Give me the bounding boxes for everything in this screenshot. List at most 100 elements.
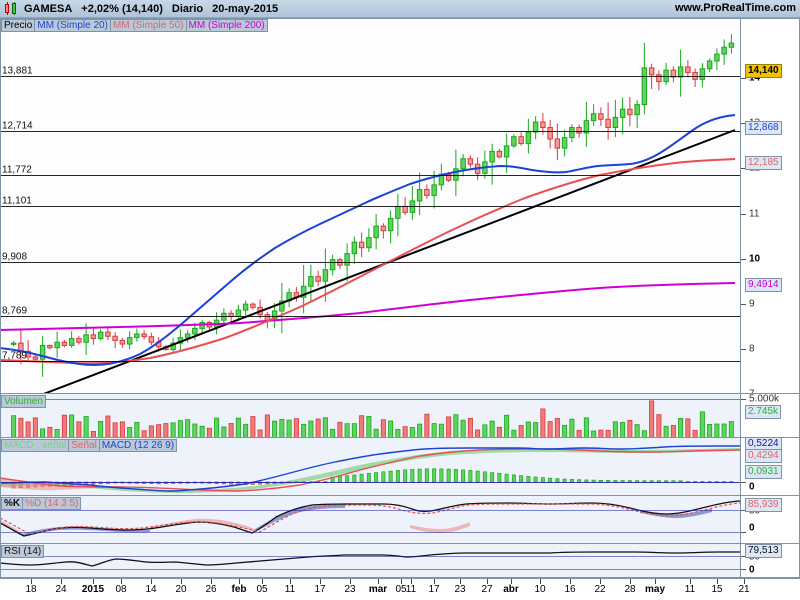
macd-histogram-bar: [475, 470, 480, 483]
macd-histogram-bar: [497, 473, 502, 483]
date-tick: [378, 579, 379, 584]
volume-bar: [127, 427, 133, 437]
rsi-right-axis[interactable]: 50 0 79,513: [740, 544, 800, 578]
candle-body: [525, 131, 532, 145]
macd-histogram-bar: [482, 471, 487, 483]
date-axis-label: 05: [256, 584, 268, 595]
legend-chip-macd-hist[interactable]: MACD-, señal: [1, 439, 70, 452]
macd-histogram-bar: [381, 471, 386, 483]
candle-body: [373, 225, 379, 239]
stochastic-plot-area[interactable]: [0, 496, 740, 543]
candle-body: [583, 120, 590, 134]
volume-bar: [598, 429, 604, 437]
legend-chip-volumen[interactable]: Volumen: [1, 395, 46, 408]
price-left-label: 7,789: [2, 350, 28, 362]
volume-bar: [438, 423, 444, 437]
macd-histogram-bar: [453, 469, 458, 483]
macd-legend: MACD-, señal Señal MACD (12 26 9): [1, 439, 178, 452]
volume-bar: [141, 430, 147, 437]
candle-body: [692, 71, 698, 80]
volume-bar: [148, 425, 154, 437]
legend-chip-precio[interactable]: Precio: [1, 19, 36, 32]
candle-body: [540, 121, 546, 129]
candle-body: [112, 335, 118, 341]
volume-bar: [156, 424, 162, 437]
legend-chip-signal[interactable]: Señal: [68, 439, 100, 452]
macd-histogram-bar: [388, 470, 393, 483]
macd-histogram-bar: [446, 468, 451, 483]
volume-bar: [714, 423, 720, 437]
candle-body: [511, 136, 517, 147]
stochastic-right-axis[interactable]: 50 0 85,939: [740, 496, 800, 543]
volume-bar: [634, 424, 640, 437]
volume-bar: [678, 417, 684, 437]
candle-body: [627, 108, 633, 116]
candle-body: [68, 338, 75, 346]
candle-body: [10, 342, 17, 345]
macd-series-svg: [0, 445, 740, 493]
volume-bar: [417, 423, 423, 437]
date-tick: [460, 579, 461, 584]
macd-histogram-bar: [555, 478, 560, 483]
date-axis-label: 14: [145, 584, 157, 595]
macd-histogram-bar: [540, 477, 545, 483]
rsi-plot-area[interactable]: [0, 544, 740, 578]
volume-bar: [206, 427, 212, 437]
volume-right-axis[interactable]: 5.000k 2.745k: [740, 394, 800, 437]
volume-bar: [627, 419, 633, 437]
volume-bar: [264, 414, 270, 437]
date-axis-label: abr: [503, 584, 519, 595]
macd-histogram-bar: [417, 468, 422, 483]
volume-bar: [569, 418, 575, 437]
date-tick: [151, 579, 152, 584]
macd-histogram-bar: [504, 473, 509, 483]
last-price-tag: 14,140: [745, 64, 782, 78]
date-tick: [744, 579, 745, 584]
macd-histogram-bar: [548, 477, 553, 483]
legend-chip-rsi[interactable]: RSI (14): [1, 545, 45, 558]
legend-chip-ma50[interactable]: MM (Simple 50): [109, 19, 187, 32]
candle-body: [489, 150, 495, 163]
candle-body: [329, 259, 336, 271]
price-right-axis[interactable]: 14 13 12 11 10 9 8 7 14,140 12,868 12,18…: [740, 18, 800, 393]
date-axis-label: 11: [284, 584, 296, 595]
candle-body: [590, 113, 597, 122]
date-tick: [690, 579, 691, 584]
legend-chip-ma200[interactable]: MM (Simple 200): [185, 19, 268, 32]
legend-chip-macd[interactable]: MACD (12 26 9): [98, 439, 178, 452]
volume-bar: [235, 417, 241, 437]
volume-bar: [61, 414, 67, 437]
candle-body: [105, 331, 111, 337]
legend-chip-ma20[interactable]: MM (Simple 20): [34, 19, 111, 32]
volume-bar: [105, 415, 111, 437]
macd-right-axis[interactable]: 0 0,5224 0,4294 0,0931: [740, 438, 800, 495]
candle-body: [503, 145, 510, 158]
volume-bar: [583, 417, 589, 437]
volume-bar: [612, 421, 618, 437]
volume-bar: [83, 416, 89, 437]
candle-body: [569, 127, 575, 139]
legend-chip-k[interactable]: %K: [1, 497, 24, 510]
ma20-value-tag: 12,868: [745, 121, 782, 135]
macd-line: [0, 445, 740, 492]
ma50-value-tag: 12,185: [745, 156, 782, 170]
volume-bar: [214, 417, 220, 437]
candle-body: [619, 108, 626, 118]
candle-body: [648, 67, 655, 76]
volume-bar: [134, 422, 140, 437]
macd-histogram-bar: [432, 468, 437, 483]
volume-bar: [163, 423, 169, 437]
price-plot-area[interactable]: 13,881 12,714 11,772 11,101 9,908 8,769 …: [0, 18, 740, 393]
macd-histogram-bar: [591, 479, 596, 483]
macd-histogram-bar: [627, 480, 632, 483]
volume-bar: [496, 426, 502, 437]
date-axis[interactable]: 18 24 2015 08 14 20 26 feb 05 11 17 23 mar 05 11 17 23 27…: [0, 578, 800, 600]
candle-body: [424, 188, 430, 196]
macd-histogram-bar: [671, 480, 676, 483]
legend-chip-d[interactable]: %D (14 3 5): [22, 497, 82, 510]
volume-bar: [641, 430, 647, 437]
volume-bar: [649, 400, 655, 437]
price-left-label: 13,881: [2, 65, 33, 77]
volume-bars-svg: [11, 400, 734, 437]
volume-plot-area[interactable]: [0, 394, 740, 437]
